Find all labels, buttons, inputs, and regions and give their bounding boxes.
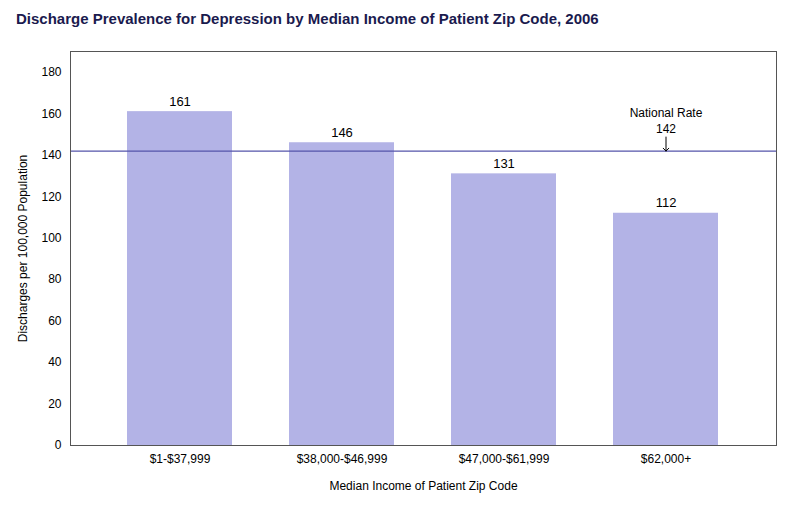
svg-text:100: 100 [41,231,61,245]
svg-text:160: 160 [41,107,61,121]
svg-text:60: 60 [48,314,62,328]
svg-text:Discharges per 100,000 Populat: Discharges per 100,000 Population [16,155,30,342]
svg-text:80: 80 [48,272,62,286]
svg-text:180: 180 [41,65,61,79]
svg-text:$47,000-$61,999: $47,000-$61,999 [459,452,550,466]
svg-text:$38,000-$46,999: $38,000-$46,999 [297,452,388,466]
svg-text:112: 112 [656,195,677,210]
svg-text:0: 0 [55,438,62,452]
svg-text:146: 146 [331,125,353,140]
svg-text:20: 20 [48,397,62,411]
svg-text:120: 120 [41,189,61,203]
svg-text:140: 140 [41,148,61,162]
svg-text:$62,000+: $62,000+ [641,452,691,466]
svg-text:40: 40 [48,355,62,369]
svg-text:Median Income of Patient Zip C: Median Income of Patient Zip Code [329,479,517,493]
svg-text:National Rate142: National Rate142 [630,106,703,136]
svg-text:$1-$37,999: $1-$37,999 [150,452,211,466]
svg-text:131: 131 [493,156,515,171]
svg-text:161: 161 [169,94,191,109]
html-text:Discharge Prevalence for Depre: Discharge Prevalence for Depression by M… [16,10,599,27]
